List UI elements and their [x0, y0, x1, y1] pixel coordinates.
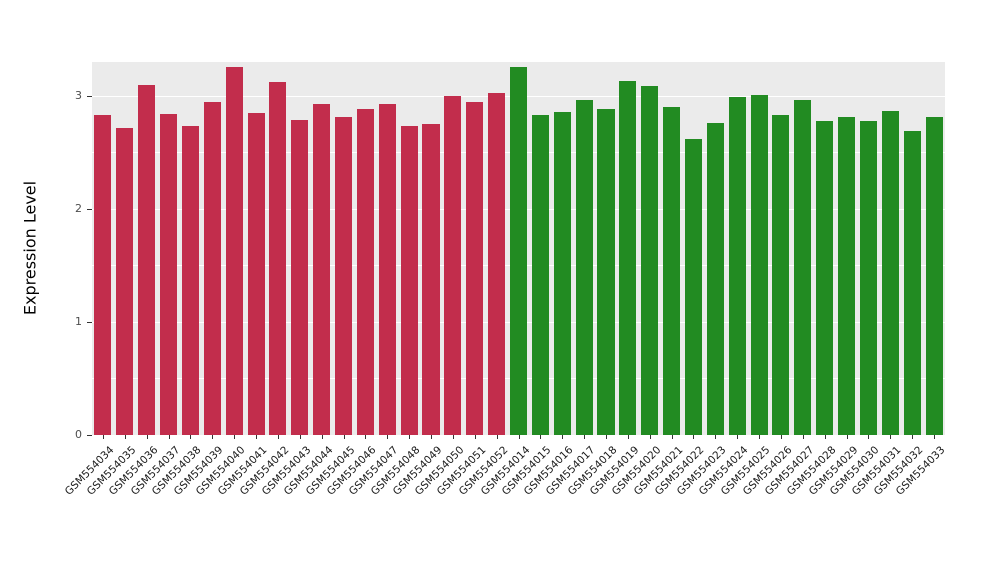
x-tick-mark [124, 435, 126, 439]
y-tick-label: 2 [75, 201, 82, 215]
bar-GSM554031 [881, 110, 899, 435]
x-tick-mark [934, 435, 936, 439]
x-tick-mark [365, 435, 367, 439]
x-tick-mark [256, 435, 258, 439]
x-tick-mark [277, 435, 279, 439]
bar-GSM554045 [334, 117, 353, 435]
bar-GSM554019 [619, 81, 637, 435]
x-tick-mark [693, 435, 695, 439]
bar-GSM554042 [269, 82, 287, 435]
x-tick-mark [649, 435, 651, 439]
x-tick-mark [605, 435, 607, 439]
bar-GSM554037 [160, 114, 178, 435]
x-tick-mark [431, 435, 432, 439]
bar-GSM554050 [444, 95, 462, 435]
x-tick-mark [452, 435, 454, 439]
x-tick-mark [562, 435, 564, 439]
x-tick-mark [627, 435, 629, 439]
bar-GSM554044 [313, 103, 331, 435]
x-tick-mark [102, 435, 104, 439]
bar-GSM554017 [575, 100, 593, 435]
x-tick-mark [912, 435, 914, 439]
x-tick-mark [802, 435, 804, 439]
x-tick-mark [518, 435, 520, 439]
x-tick-mark [868, 435, 870, 439]
bar-GSM554015 [531, 115, 549, 435]
x-tick-mark [890, 435, 892, 439]
bar-GSM554018 [597, 109, 615, 435]
bar-GSM554022 [684, 138, 702, 435]
bar-GSM554039 [203, 101, 221, 435]
bar-GSM554020 [641, 85, 659, 435]
bar-GSM554047 [378, 103, 396, 435]
y-tick-mark [87, 208, 92, 210]
x-tick-mark [299, 435, 301, 439]
x-tick-mark [321, 435, 323, 439]
y-tick-mark [87, 321, 92, 323]
x-tick-mark [474, 435, 476, 439]
x-tick-mark [146, 435, 148, 439]
x-tick-mark [190, 435, 192, 439]
bar-GSM554024 [728, 97, 746, 435]
bar-GSM554041 [247, 112, 265, 435]
bar-GSM554025 [750, 94, 768, 435]
bar-GSM554016 [553, 111, 571, 435]
x-tick-mark [715, 435, 717, 439]
y-tick-label: 1 [75, 314, 82, 328]
bar-GSM554028 [816, 120, 834, 435]
bar-GSM554021 [663, 107, 681, 435]
bar-GSM554052 [488, 92, 506, 435]
x-tick-mark [387, 435, 389, 439]
x-tick-mark [737, 435, 739, 439]
bar-GSM554030 [859, 120, 877, 435]
y-tick-label: 0 [75, 428, 82, 441]
bar-GSM554034 [94, 115, 112, 435]
bar-GSM554027 [794, 100, 812, 435]
bar-GSM554033 [925, 117, 943, 435]
bar-GSM554032 [903, 130, 921, 435]
y-tick-mark [87, 95, 92, 97]
x-tick-mark [759, 435, 761, 439]
bar-GSM554046 [356, 109, 374, 435]
bar-GSM554049 [422, 124, 440, 435]
x-tick-mark [343, 435, 345, 439]
x-tick-mark [584, 435, 586, 439]
y-tick-mark [87, 435, 92, 436]
bar-GSM554038 [181, 126, 199, 435]
bar-GSM554051 [466, 101, 484, 435]
x-tick-mark [824, 435, 826, 439]
bar-GSM554026 [772, 115, 790, 435]
plot-panel [92, 62, 945, 437]
bar-GSM554035 [116, 127, 134, 435]
bar-GSM554043 [291, 119, 309, 435]
bar-GSM554036 [138, 84, 156, 435]
bar-GSM554040 [225, 66, 243, 435]
x-tick-mark [496, 435, 498, 439]
x-tick-mark [168, 435, 170, 439]
bar-GSM554029 [838, 117, 856, 435]
x-tick-mark [671, 435, 673, 439]
x-tick-mark [540, 435, 542, 439]
y-axis-label: Expression Level [20, 180, 40, 316]
x-tick-mark [780, 435, 782, 439]
x-tick-mark [234, 435, 236, 439]
bar-GSM554023 [706, 123, 724, 435]
x-tick-mark [846, 435, 848, 439]
y-tick-label: 3 [75, 88, 82, 102]
x-tick-mark [409, 435, 411, 439]
bar-GSM554048 [400, 126, 418, 435]
x-tick-mark [212, 435, 214, 439]
bar-GSM554014 [509, 66, 528, 435]
